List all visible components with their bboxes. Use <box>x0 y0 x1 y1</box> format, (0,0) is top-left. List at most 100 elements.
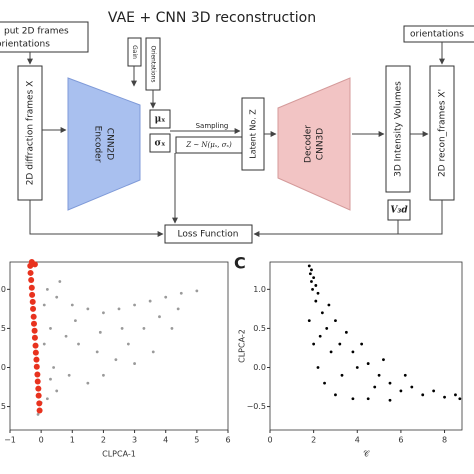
volumes-box <box>385 65 411 193</box>
x-tick-label: 0 <box>39 436 44 445</box>
y-axis-label: CLPCA-2 <box>238 329 247 363</box>
point <box>338 342 342 346</box>
x-tick-label: 4 <box>355 436 360 445</box>
point <box>35 385 42 392</box>
point <box>355 366 359 369</box>
mu-label: μₓ <box>155 115 166 125</box>
y-tick-label: 1.0 <box>253 285 266 294</box>
x-axis-label: 𝒞 <box>363 450 370 459</box>
y-tick-label: 0.0 <box>253 363 266 372</box>
point <box>307 319 311 323</box>
decoder-label: CNN3D <box>316 128 326 160</box>
point <box>320 311 324 315</box>
point <box>31 261 38 268</box>
x-tick-label: 8 <box>442 436 447 445</box>
point <box>148 299 152 303</box>
volumes-label: 3D Intensity Volumes <box>394 81 404 177</box>
scatter-chart: 0 2 4 6 8 −0.5 0.0 0.5 1.0 𝒞 CLPCA-2 C <box>234 254 463 459</box>
plot-frame <box>9 261 229 431</box>
point <box>310 280 313 283</box>
x-axis-label: CLPCA-1 <box>102 450 136 459</box>
sigma-label: σₓ <box>155 139 166 149</box>
point <box>34 378 41 385</box>
point <box>458 397 462 401</box>
point <box>344 330 348 334</box>
frames-box <box>17 65 43 201</box>
gain-label: Gain <box>131 45 138 59</box>
point <box>30 320 37 327</box>
point <box>312 276 316 280</box>
encoder <box>67 77 141 211</box>
point <box>49 377 52 381</box>
point <box>126 342 130 346</box>
x-tick-label: 6 <box>398 436 403 445</box>
point <box>179 291 183 295</box>
point <box>32 349 39 356</box>
point <box>86 381 90 385</box>
encoder-label: Encoder <box>93 126 103 163</box>
diagram-title: VAE + CNN 3D reconstruction <box>108 10 316 26</box>
point <box>399 389 403 393</box>
y-tick-label: −0.5 <box>247 402 266 411</box>
point <box>45 397 49 401</box>
point <box>158 315 161 319</box>
orientations-label: orientations <box>410 30 464 40</box>
point <box>327 303 331 307</box>
point <box>325 327 329 330</box>
x-tick-label: 4 <box>163 436 168 445</box>
point <box>31 334 38 341</box>
point <box>117 307 121 311</box>
point <box>318 334 322 338</box>
point <box>312 342 316 346</box>
loss-box <box>164 224 253 244</box>
input-box <box>0 21 89 53</box>
point <box>366 362 370 365</box>
point <box>307 264 311 268</box>
input-label: orientations <box>0 40 50 50</box>
x-tick-label: 5 <box>194 436 199 445</box>
decoder <box>277 77 351 211</box>
x-tick-label: 6 <box>225 436 230 445</box>
point <box>377 373 381 377</box>
point <box>28 284 35 291</box>
point <box>34 371 41 378</box>
point <box>67 373 71 377</box>
point <box>114 358 118 362</box>
point <box>36 400 43 407</box>
point <box>55 295 59 299</box>
point <box>388 381 392 385</box>
recon-box <box>429 65 455 201</box>
point <box>403 373 407 377</box>
point <box>432 389 436 393</box>
point <box>33 356 40 363</box>
point <box>29 291 36 298</box>
point <box>102 373 105 377</box>
point <box>382 358 385 362</box>
point <box>316 366 320 369</box>
point <box>373 385 377 389</box>
point <box>36 412 40 416</box>
z-label: Z ~ N(μₓ, σₓ) <box>185 141 232 149</box>
v3d-label: V₃d <box>390 206 408 216</box>
point <box>340 373 344 377</box>
point <box>443 395 446 399</box>
point <box>351 397 355 401</box>
point <box>42 303 46 307</box>
point <box>33 363 40 370</box>
point <box>31 327 38 334</box>
point <box>29 298 36 305</box>
point <box>351 350 355 354</box>
point <box>32 342 39 349</box>
point <box>74 319 77 323</box>
scatter-chart: −1 0 1 2 3 4 5 6 −0.5 0.0 0.5 1.0 CLPCA-1 <box>0 259 231 459</box>
frames-label: 2D diffraction frames X <box>26 81 36 186</box>
point <box>58 280 62 283</box>
y-tick-label: 0.0 <box>0 363 6 372</box>
point <box>98 330 102 334</box>
latent-label: Latent No. Z <box>249 109 258 159</box>
point <box>151 350 155 354</box>
v3d-box <box>387 199 411 221</box>
point <box>36 407 43 414</box>
y-tick-label: 0.5 <box>253 324 266 333</box>
